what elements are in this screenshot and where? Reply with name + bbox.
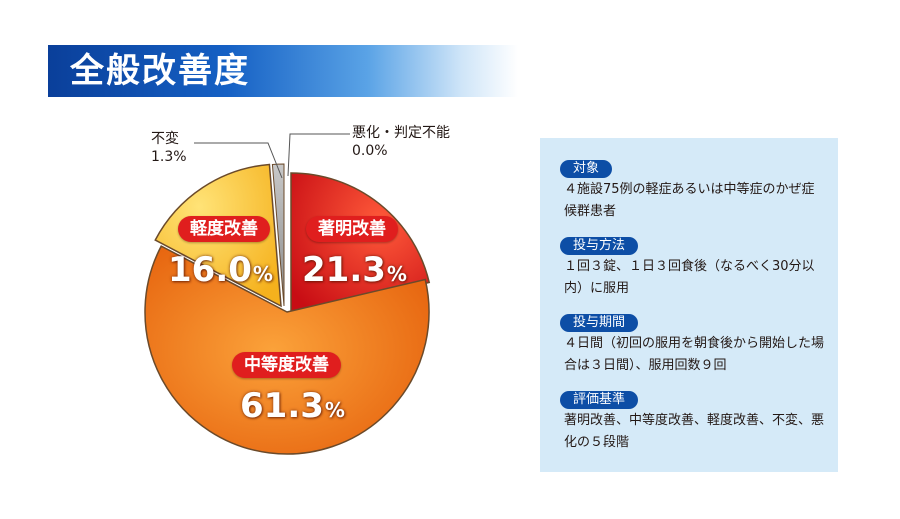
pie-slice-moderate-improvement (144, 245, 430, 455)
study-info-panel: 対象 ４施設75例の軽症あるいは中等症のかぜ症候群患者 投与方法 １回３錠、１日… (540, 138, 838, 472)
leader-line-unchanged (194, 142, 283, 179)
leader-line-worse (287, 133, 350, 177)
chart-title: 全般改善度 (70, 51, 250, 91)
info-text-dosage: １回３錠、１日３回食後（なるべく30分以内）に服用 (564, 259, 815, 296)
callout-worse-value: 0.0% (352, 143, 388, 159)
value-marked-improvement: 21.3% (302, 250, 407, 290)
callout-worse-label: 悪化・判定不能 (352, 125, 450, 141)
info-text-criteria: 著明改善、中等度改善、軽度改善、不変、悪化の５段階 (564, 413, 825, 450)
pie-slice-marked-improvement (290, 172, 431, 316)
info-tag-criteria: 評価基準 (560, 391, 639, 409)
info-tag-dosage: 投与方法 (560, 237, 639, 255)
info-tag-subjects: 対象 (560, 160, 613, 178)
value-mild-improvement: 16.0% (168, 250, 273, 290)
info-text-subjects: ４施設75例の軽症あるいは中等症のかぜ症候群患者 (564, 182, 815, 219)
info-tag-duration: 投与期間 (560, 314, 639, 332)
callout-worse: 悪化・判定不能 0.0% (352, 124, 450, 160)
label-marked-improvement: 著明改善 (306, 216, 398, 242)
info-text-duration: ４日間（初回の服用を朝食後から開始した場合は３日間）、服用回数９回 (564, 336, 825, 373)
title-banner (48, 45, 518, 97)
callout-unchanged-label: 不変 (151, 131, 179, 147)
callout-unchanged: 不変 1.3% (151, 130, 187, 166)
pie-slice-unchanged (271, 163, 285, 307)
label-moderate-improvement: 中等度改善 (232, 352, 341, 378)
label-mild-improvement: 軽度改善 (178, 216, 270, 242)
value-moderate-improvement: 61.3% (240, 386, 345, 426)
callout-unchanged-value: 1.3% (151, 149, 187, 165)
